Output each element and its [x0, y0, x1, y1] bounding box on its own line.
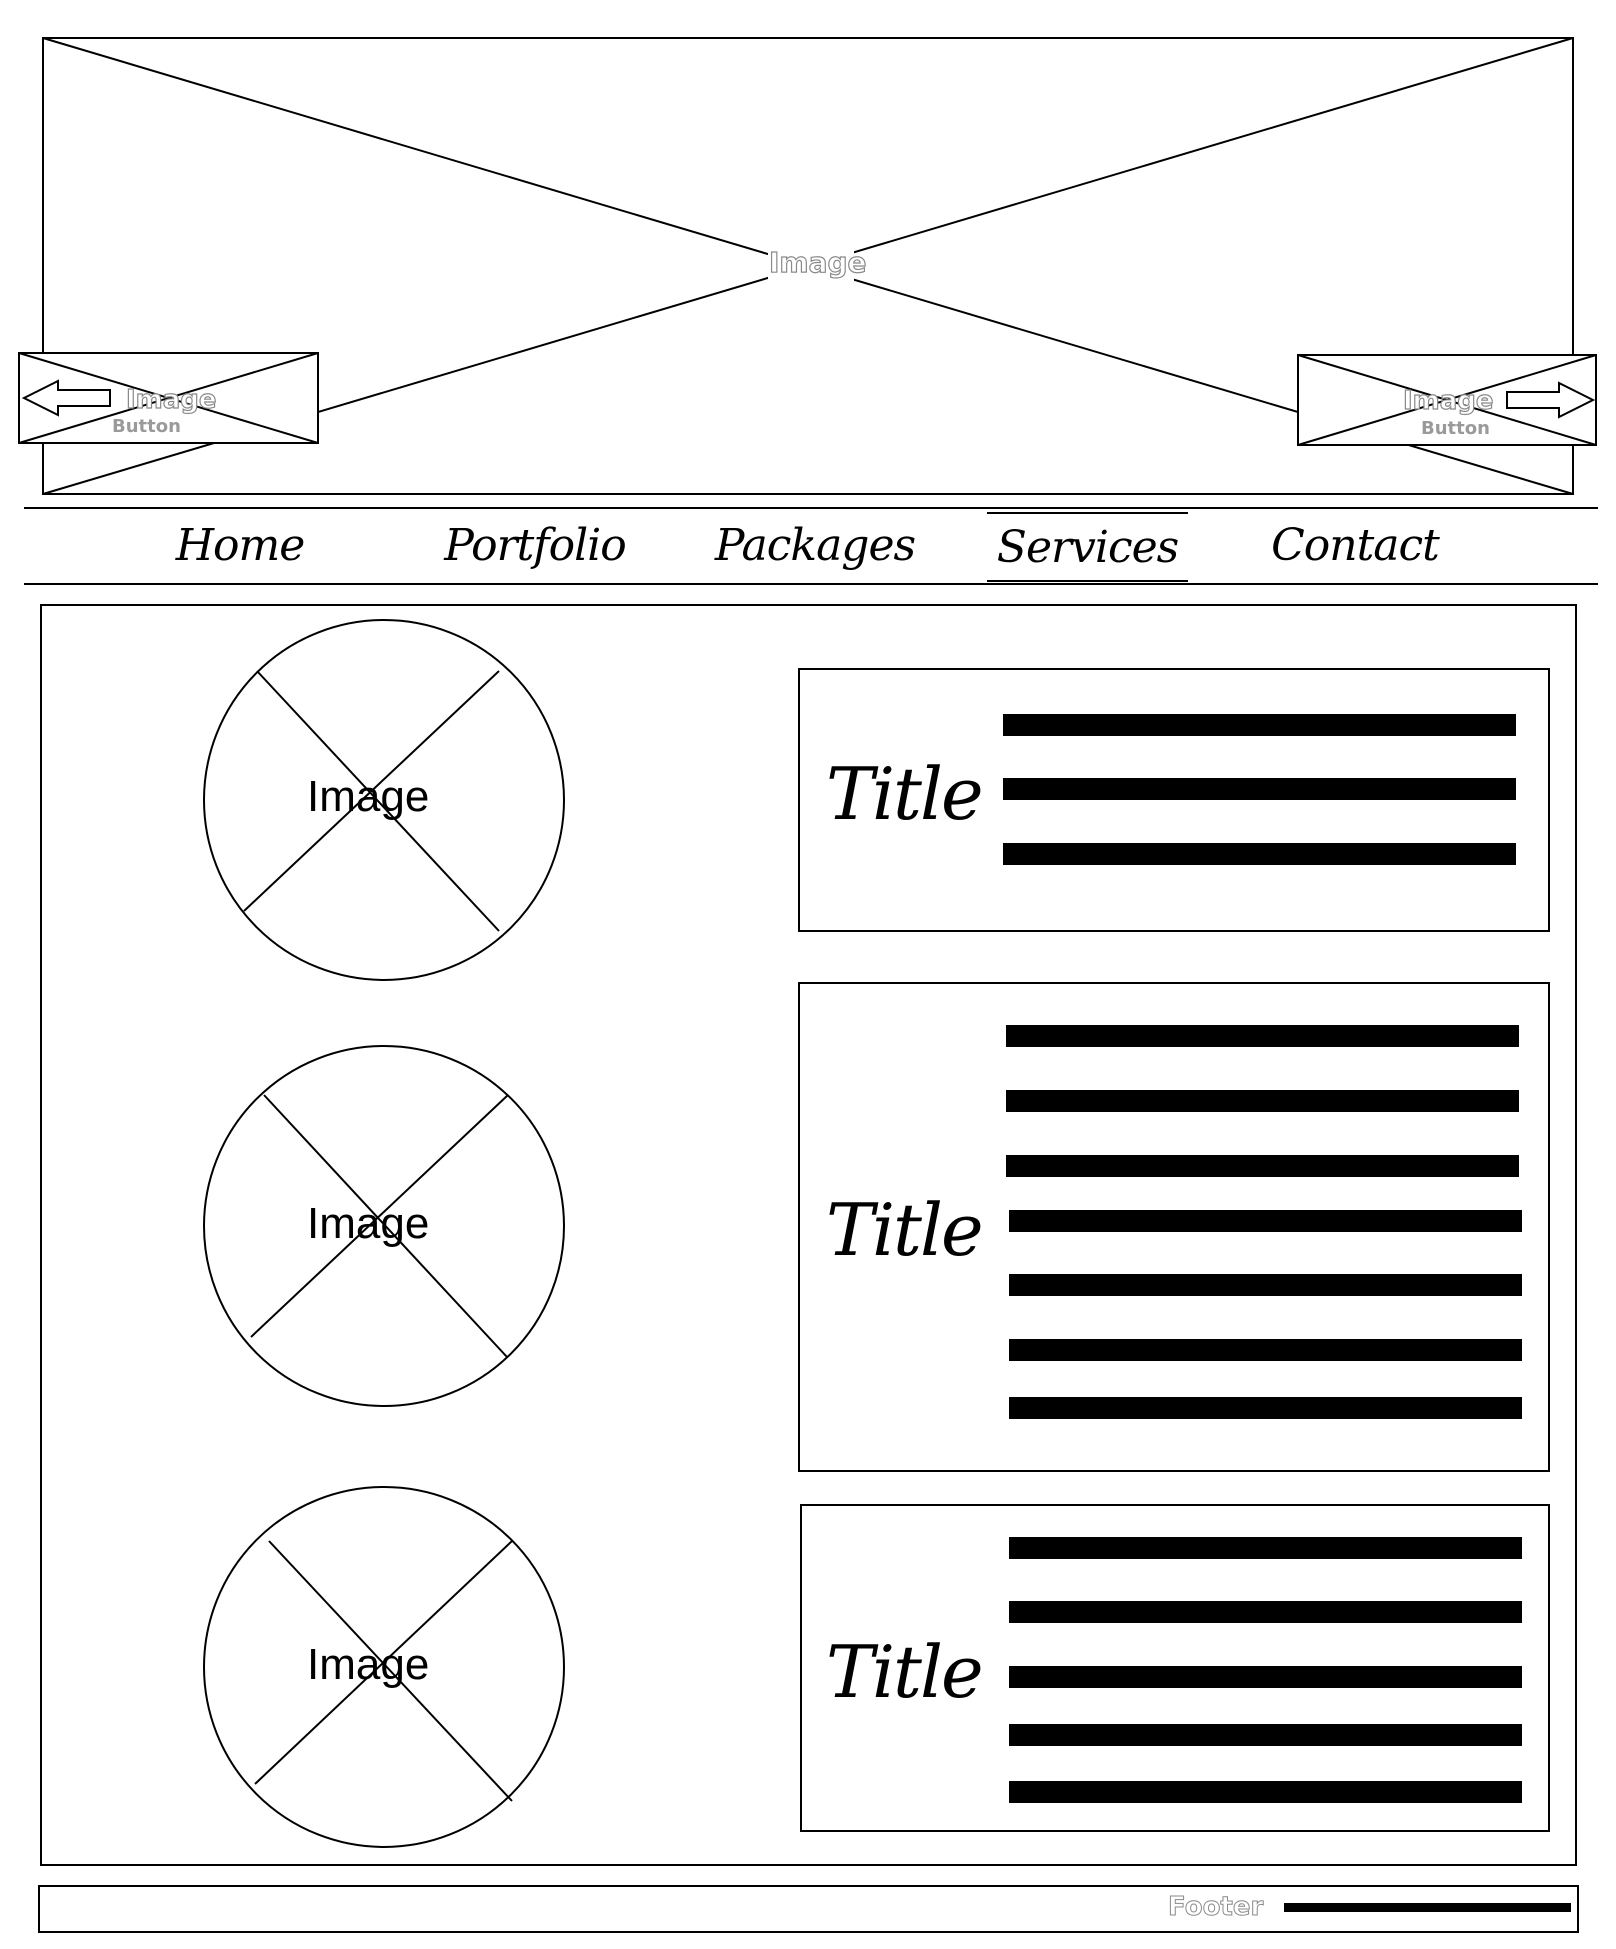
row2-text-line: [1006, 1155, 1519, 1177]
nav-top-rule: [24, 507, 1598, 509]
prev-button-sub-label: Button: [112, 416, 181, 437]
row1-image-label: Image: [307, 772, 430, 821]
row1-text-line: [1003, 843, 1516, 865]
prev-button-image-label: Image: [125, 384, 217, 415]
prev-slide-button[interactable]: Image Button: [18, 352, 319, 444]
hero-label-bg: [768, 244, 854, 284]
nav-item-contact[interactable]: Contact: [1271, 519, 1440, 571]
row3-text-line: [1009, 1601, 1522, 1623]
row2-text-line: [1009, 1274, 1522, 1296]
row1-image: [203, 619, 565, 981]
nav-item-home[interactable]: Home: [175, 519, 306, 571]
row2-image: [203, 1045, 565, 1407]
row1-text-line: [1003, 778, 1516, 800]
row2-image-label: Image: [307, 1199, 430, 1248]
row1-text-line: [1003, 714, 1516, 736]
content-panel: [40, 604, 1577, 1866]
arrow-left-icon: [22, 379, 111, 417]
row3-title: Title: [826, 1630, 984, 1714]
row2-card: [798, 982, 1550, 1472]
nav-item-packages[interactable]: Packages: [714, 519, 916, 571]
next-slide-button[interactable]: Image Button: [1297, 354, 1597, 446]
row2-title: Title: [826, 1188, 984, 1272]
row3-image: [203, 1486, 565, 1848]
row2-text-line: [1009, 1339, 1522, 1361]
footer-rule: [1284, 1903, 1571, 1912]
nav-item-services[interactable]: Services: [987, 512, 1188, 582]
footer-label: Footer: [1167, 1892, 1264, 1923]
hero-image-label: Image: [768, 245, 867, 279]
next-button-image-label: Image: [1402, 385, 1494, 416]
row1-title: Title: [826, 752, 984, 836]
row3-text-line: [1009, 1666, 1522, 1688]
hero-image: [42, 37, 1574, 495]
row3-text-line: [1009, 1537, 1522, 1559]
row3-card: [800, 1504, 1550, 1832]
row3-image-label: Image: [307, 1640, 430, 1689]
nav-item-portfolio[interactable]: Portfolio: [444, 519, 626, 571]
next-button-sub-label: Button: [1421, 418, 1490, 439]
row3-text-line: [1009, 1781, 1522, 1803]
footer: [38, 1885, 1579, 1933]
nav-bottom-rule: [24, 583, 1598, 585]
row2-text-line: [1009, 1210, 1522, 1232]
row2-text-line: [1006, 1090, 1519, 1112]
row1-card: [798, 668, 1550, 932]
arrow-right-icon: [1506, 381, 1595, 419]
row2-text-line: [1006, 1025, 1519, 1047]
row2-text-line: [1009, 1397, 1522, 1419]
row3-text-line: [1009, 1724, 1522, 1746]
